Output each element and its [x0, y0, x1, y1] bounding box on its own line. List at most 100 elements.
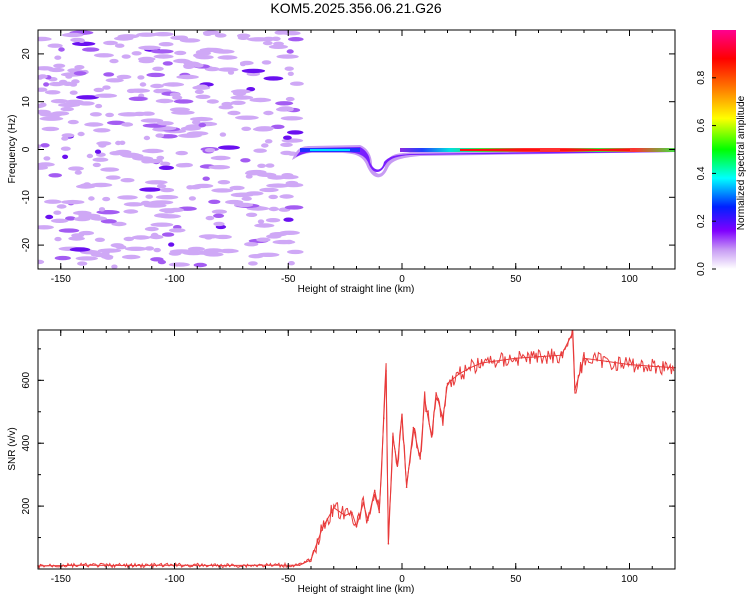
noise-blob — [61, 133, 75, 138]
noise-blob — [139, 82, 147, 87]
y-tick-label: 10 — [21, 96, 32, 108]
noise-blob — [109, 58, 119, 64]
colorbar-tick-label: 0.8 — [696, 70, 707, 84]
noise-blob — [93, 128, 111, 133]
noise-blob — [70, 37, 85, 43]
noise-blob — [86, 153, 94, 159]
noise-blob — [38, 165, 48, 170]
snr-point — [383, 417, 385, 419]
noise-blob — [261, 60, 272, 65]
snr-point — [373, 489, 376, 492]
noise-blob — [62, 154, 69, 159]
snr-point — [442, 417, 444, 419]
noise-blob — [100, 219, 117, 224]
noise-blob — [268, 206, 279, 212]
noise-blob — [73, 71, 87, 76]
noise-blob — [280, 142, 293, 147]
noise-blob — [82, 47, 100, 52]
noise-blob — [74, 65, 85, 70]
noise-blob — [138, 58, 154, 64]
noise-blob — [138, 45, 161, 50]
noise-blob — [156, 121, 174, 126]
snr-point — [264, 564, 267, 566]
noise-blob — [152, 66, 164, 72]
noise-blob — [240, 158, 251, 163]
noise-blob — [132, 111, 147, 117]
noise-blob — [105, 78, 124, 83]
noise-blob — [144, 246, 155, 251]
noise-blob — [53, 210, 62, 215]
noise-blob — [68, 166, 84, 171]
colorbar-label: Normalized spectral amplitude — [736, 95, 747, 230]
noise-blob — [235, 115, 259, 120]
noise-blob — [221, 101, 233, 107]
x-tick-label: -50 — [281, 274, 296, 285]
noise-blob — [274, 30, 287, 35]
colorbar-tick-label: 0.6 — [696, 118, 707, 132]
noise-blob — [158, 214, 181, 219]
noise-blob — [208, 165, 231, 170]
noise-blob — [202, 176, 210, 181]
noise-blob — [217, 55, 238, 60]
noise-blob — [159, 187, 175, 193]
x-tick-label: 0 — [399, 574, 405, 585]
noise-blob — [217, 67, 239, 72]
y-tick-label: -20 — [21, 237, 32, 252]
x-tick-label: 50 — [510, 274, 522, 285]
noise-blob — [38, 74, 48, 79]
spectrogram-ridge — [292, 145, 675, 178]
noise-blob — [162, 61, 173, 66]
noise-blob — [48, 173, 62, 178]
noise-blob — [128, 96, 148, 102]
noise-blob — [75, 256, 99, 261]
noise-blob — [79, 183, 94, 188]
snr-point — [492, 360, 494, 363]
noise-blob — [241, 196, 252, 201]
noise-blob — [153, 54, 174, 59]
noise-blob — [195, 55, 214, 60]
noise-blob — [40, 143, 50, 148]
noise-blob — [153, 88, 164, 94]
noise-blob — [124, 246, 148, 251]
noise-blob — [116, 74, 132, 80]
noise-blob — [163, 209, 176, 214]
noise-blob — [257, 163, 266, 168]
noise-blob — [115, 245, 127, 250]
snr-background — [38, 330, 675, 569]
noise-blob — [186, 131, 209, 136]
noise-blob — [131, 235, 151, 240]
noise-blob — [48, 67, 65, 73]
noise-blob — [195, 84, 209, 89]
noise-blob — [232, 91, 247, 96]
noise-blob — [94, 149, 102, 154]
noise-blob — [262, 40, 273, 46]
noise-blob — [204, 148, 216, 153]
noise-blob — [206, 99, 219, 104]
noise-blob — [261, 36, 276, 42]
noise-blob — [155, 133, 164, 138]
noise-blob — [51, 111, 70, 116]
noise-blob — [241, 68, 266, 74]
noise-blob — [263, 110, 274, 116]
noise-blob — [38, 162, 55, 167]
noise-blob — [84, 122, 104, 127]
noise-blob — [173, 99, 194, 104]
noise-blob — [219, 132, 227, 137]
noise-blob — [121, 153, 144, 158]
noise-blob — [266, 234, 282, 239]
snr-point — [405, 486, 408, 489]
noise-blob — [38, 259, 45, 265]
noise-blob — [93, 87, 105, 93]
noise-blob — [210, 155, 231, 161]
noise-blob — [239, 60, 254, 66]
noise-blob — [271, 124, 285, 129]
snr-point — [446, 382, 449, 385]
noise-blob — [279, 174, 299, 180]
snr-point — [583, 357, 585, 360]
x-tick-label: -100 — [164, 574, 184, 585]
noise-blob — [188, 196, 196, 201]
noise-blob — [248, 254, 264, 259]
noise-blob — [100, 167, 120, 172]
